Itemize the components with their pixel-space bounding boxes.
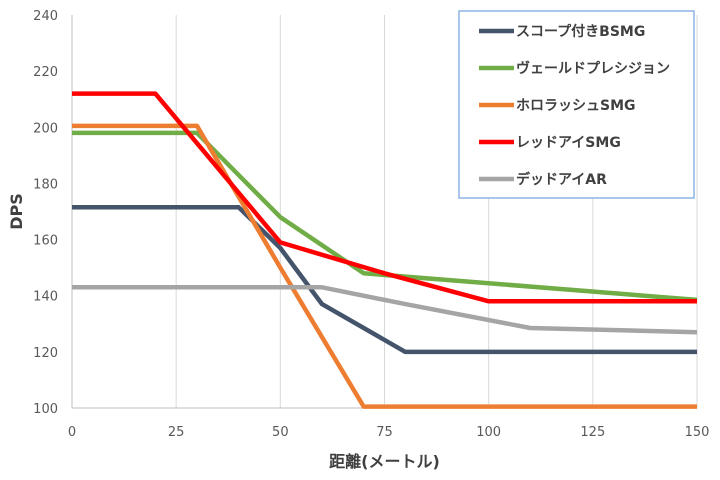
y-tick-label: 100 bbox=[33, 402, 58, 417]
y-tick-label: 120 bbox=[33, 346, 58, 361]
legend-label: スコープ付きBSMG bbox=[516, 23, 645, 40]
y-tick-label: 240 bbox=[33, 9, 58, 24]
series-lines bbox=[72, 91, 698, 409]
series-line-2 bbox=[72, 130, 698, 303]
series-line-5 bbox=[72, 285, 698, 335]
x-tick-label: 0 bbox=[68, 425, 76, 440]
series-line-3 bbox=[72, 123, 697, 409]
series-line-4 bbox=[72, 91, 697, 304]
y-tick-label: 200 bbox=[33, 121, 58, 136]
legend-label: レッドアイSMG bbox=[516, 135, 621, 151]
x-axis-title: 距離(メートル) bbox=[329, 452, 440, 471]
legend-label: ヴェールドプレシジョン bbox=[516, 60, 670, 77]
tick-labels: 0 25 50 75 100 125 150 100 120 140 160 180 200 220 240 bbox=[33, 9, 709, 440]
series-line-1 bbox=[72, 205, 697, 355]
x-tick-label: 25 bbox=[168, 425, 185, 440]
y-tick-label: 220 bbox=[33, 65, 58, 80]
y-tick-label: 140 bbox=[33, 290, 58, 305]
x-tick-label: 50 bbox=[272, 425, 289, 440]
legend-label: ホロラッシュSMG bbox=[516, 98, 636, 114]
x-tick-label: 100 bbox=[476, 425, 501, 440]
y-axis-title: DPS bbox=[7, 193, 26, 230]
x-tick-label: 125 bbox=[580, 425, 605, 440]
x-tick-label: 150 bbox=[685, 425, 710, 440]
x-tick-label: 75 bbox=[376, 425, 393, 440]
legend-label: デッドアイAR bbox=[516, 171, 607, 188]
y-tick-label: 160 bbox=[33, 234, 58, 249]
y-tick-label: 180 bbox=[33, 177, 58, 192]
